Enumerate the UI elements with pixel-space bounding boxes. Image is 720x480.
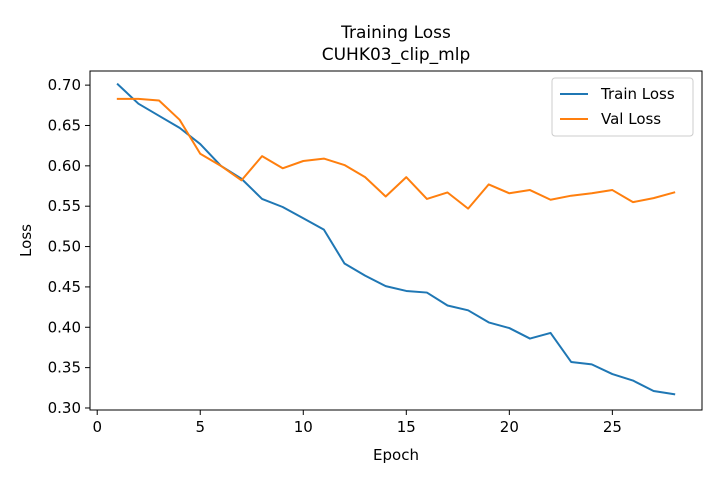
x-tick-label: 0 — [92, 418, 102, 436]
y-tick-label: 0.45 — [48, 278, 81, 296]
x-axis-ticks: 0 5 10 15 20 25 — [92, 410, 622, 436]
x-tick-label: 5 — [195, 418, 205, 436]
y-tick-label: 0.55 — [48, 197, 81, 215]
x-axis-label: Epoch — [373, 446, 419, 464]
plot-area-frame — [89, 70, 703, 411]
y-tick-label: 0.50 — [48, 238, 81, 256]
y-tick-label: 0.60 — [48, 157, 81, 175]
series-line-val-loss — [116, 97, 676, 210]
y-tick-label: 0.40 — [48, 318, 81, 336]
chart-title: Training Loss — [340, 23, 451, 43]
y-tick-label: 0.70 — [48, 76, 81, 94]
y-tick-label: 0.65 — [48, 116, 81, 134]
x-tick-label: 20 — [500, 418, 519, 436]
legend-label-val-loss: Val Loss — [601, 110, 661, 128]
series-line-train-loss — [116, 82, 676, 396]
y-axis-label: Loss — [17, 224, 35, 257]
x-tick-label: 15 — [397, 418, 416, 436]
y-tick-label: 0.35 — [48, 359, 81, 377]
legend: Train Loss Val Loss — [551, 77, 694, 137]
y-axis-ticks: 0.30 0.35 0.40 0.45 0.50 0.55 0.60 0.65 0.70 — [48, 76, 90, 417]
legend-box — [551, 77, 694, 137]
series-layer — [116, 82, 676, 396]
y-tick-label: 0.30 — [48, 399, 81, 417]
chart-subtitle: CUHK03_clip_mlp — [322, 45, 471, 65]
x-tick-label: 25 — [603, 418, 622, 436]
legend-label-train-loss: Train Loss — [600, 85, 675, 103]
x-tick-label: 10 — [294, 418, 313, 436]
